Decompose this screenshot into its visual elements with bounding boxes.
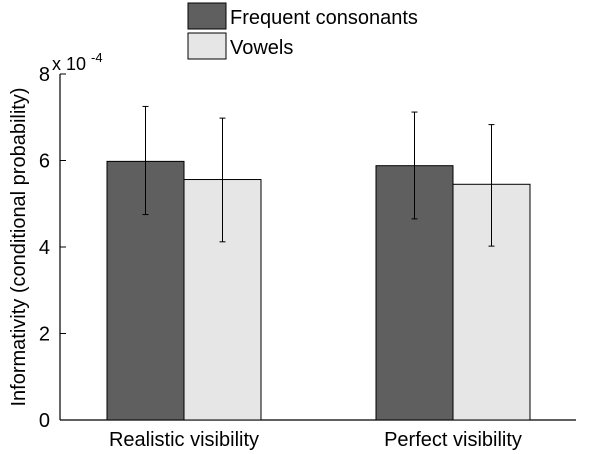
legend-swatch-vowels [187, 32, 227, 60]
x-tick-labels: Realistic visibility Perfect visibility [109, 429, 522, 451]
y-tick-label: 4 [39, 237, 50, 259]
y-scale-base: x 10 [52, 54, 86, 74]
y-axis-label: Informativity (conditional probability) [8, 87, 30, 406]
bars [106, 160, 531, 421]
y-scale-exponent: -4 [91, 50, 103, 65]
legend-label-frequent-consonants: Frequent consonants [230, 7, 418, 29]
x-tick-label: Realistic visibility [109, 429, 259, 451]
y-tick-label: 6 [39, 151, 50, 173]
legend-label-vowels: Vowels [230, 37, 293, 59]
y-ticks: 0 2 4 6 8 [39, 64, 66, 432]
error-bars [142, 105, 495, 247]
x-tick-label: Perfect visibility [384, 429, 522, 451]
y-tick-label: 0 [39, 410, 50, 432]
y-scale-factor: x 10 -4 [52, 50, 103, 74]
legend: Frequent consonants Vowels [187, 2, 418, 60]
legend-swatch-frequent-consonants [187, 2, 227, 30]
y-tick-label: 2 [39, 324, 50, 346]
y-tick-label: 8 [39, 64, 50, 86]
